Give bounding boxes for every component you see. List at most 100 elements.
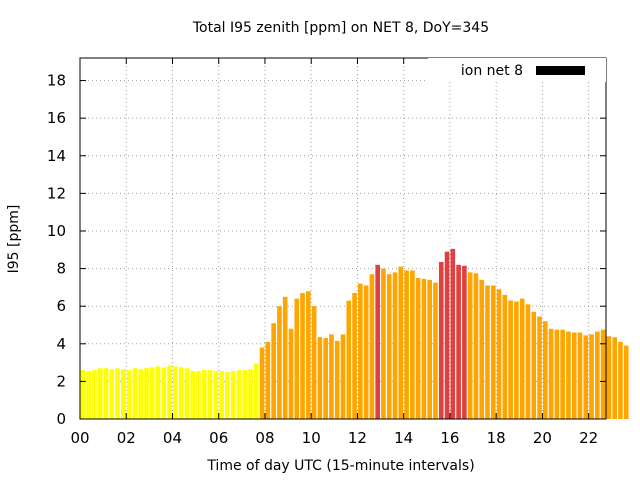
x-tick-label: 16 bbox=[440, 429, 459, 447]
bar bbox=[311, 306, 317, 419]
y-tick-label: 8 bbox=[56, 260, 66, 278]
x-axis-label: Time of day UTC (15-minute intervals) bbox=[206, 458, 474, 474]
y-tick-label: 6 bbox=[56, 297, 66, 315]
bar bbox=[386, 274, 392, 419]
x-tick-label: 14 bbox=[394, 429, 413, 447]
bar bbox=[438, 262, 444, 419]
x-tick-label: 04 bbox=[163, 429, 182, 447]
bar bbox=[525, 304, 531, 419]
bar bbox=[248, 369, 253, 419]
bar bbox=[184, 368, 190, 419]
bar bbox=[577, 332, 583, 419]
bar bbox=[537, 316, 542, 419]
bar bbox=[86, 371, 91, 419]
bar bbox=[167, 365, 172, 419]
y-tick-label: 10 bbox=[47, 222, 66, 240]
bar bbox=[334, 340, 340, 419]
bar bbox=[306, 291, 311, 419]
bar bbox=[467, 272, 473, 419]
bar bbox=[433, 282, 438, 419]
bar bbox=[80, 370, 86, 419]
bar bbox=[398, 266, 404, 419]
bar bbox=[363, 285, 369, 419]
bar bbox=[531, 311, 537, 419]
bar bbox=[236, 370, 242, 419]
bar bbox=[415, 277, 421, 419]
bar bbox=[178, 367, 184, 419]
chart-title: Total I95 zenith [ppm] on NET 8, DoY=345 bbox=[192, 20, 489, 36]
bar bbox=[473, 273, 479, 419]
bar bbox=[352, 293, 357, 419]
bar bbox=[612, 337, 617, 419]
axis-ticks bbox=[79, 58, 606, 420]
y-tick-label: 16 bbox=[47, 109, 66, 127]
bar bbox=[196, 371, 201, 419]
bar bbox=[265, 341, 271, 419]
bar bbox=[618, 341, 623, 419]
bar bbox=[508, 300, 513, 419]
x-tick-labels: 00 02 04 06 08 10 12 14 16 18 20 22 bbox=[70, 429, 598, 447]
bar bbox=[213, 371, 219, 419]
legend: ion net 8 bbox=[428, 58, 606, 82]
x-tick-label: 06 bbox=[209, 429, 228, 447]
bar bbox=[190, 371, 196, 419]
legend-label: ion net 8 bbox=[461, 63, 523, 79]
bar bbox=[97, 368, 103, 419]
bar bbox=[554, 329, 560, 419]
bar bbox=[155, 366, 161, 419]
bar bbox=[404, 270, 409, 419]
y-tick-label: 4 bbox=[56, 335, 66, 353]
bar bbox=[375, 264, 380, 419]
bar bbox=[121, 369, 126, 419]
x-tick-label: 20 bbox=[533, 429, 552, 447]
x-tick-label: 08 bbox=[255, 429, 274, 447]
bar bbox=[144, 368, 149, 419]
bar bbox=[583, 335, 589, 419]
bar bbox=[450, 248, 456, 419]
bar bbox=[462, 265, 467, 419]
bar bbox=[606, 336, 612, 419]
bar bbox=[115, 368, 120, 419]
x-tick-label: 12 bbox=[348, 429, 367, 447]
bar bbox=[109, 369, 115, 419]
y-tick-label: 18 bbox=[47, 72, 66, 90]
bar bbox=[253, 363, 259, 419]
x-tick-label: 02 bbox=[117, 429, 136, 447]
bar bbox=[138, 369, 143, 419]
y-tick-label: 2 bbox=[56, 372, 66, 390]
bar bbox=[230, 371, 236, 419]
bar bbox=[126, 370, 132, 419]
bar bbox=[502, 294, 508, 419]
bar bbox=[485, 285, 490, 419]
y-axis-label: I95 [ppm] bbox=[6, 205, 22, 274]
y-tick-label: 12 bbox=[47, 184, 66, 202]
bar bbox=[277, 306, 282, 419]
bar bbox=[271, 323, 276, 419]
bar bbox=[346, 300, 352, 419]
bar bbox=[201, 370, 207, 419]
bar bbox=[519, 298, 525, 419]
x-tick-label: 22 bbox=[579, 429, 598, 447]
bar bbox=[381, 268, 386, 419]
bar bbox=[514, 301, 519, 419]
x-tick-label: 00 bbox=[70, 429, 89, 447]
bar bbox=[225, 371, 230, 419]
bar bbox=[173, 366, 178, 419]
bar bbox=[288, 328, 294, 419]
bar bbox=[207, 370, 213, 419]
bar bbox=[456, 264, 461, 419]
bar bbox=[444, 251, 450, 419]
bar bbox=[410, 270, 415, 419]
x-tick-label: 10 bbox=[302, 429, 321, 447]
bar bbox=[421, 278, 427, 419]
bar bbox=[571, 332, 577, 419]
bar bbox=[427, 279, 433, 419]
bar bbox=[300, 293, 305, 419]
bar bbox=[496, 289, 502, 419]
bar bbox=[566, 331, 571, 419]
bar bbox=[132, 368, 138, 419]
bar bbox=[259, 347, 265, 419]
bar bbox=[242, 370, 248, 419]
bar bbox=[92, 370, 97, 419]
bar bbox=[103, 368, 109, 419]
